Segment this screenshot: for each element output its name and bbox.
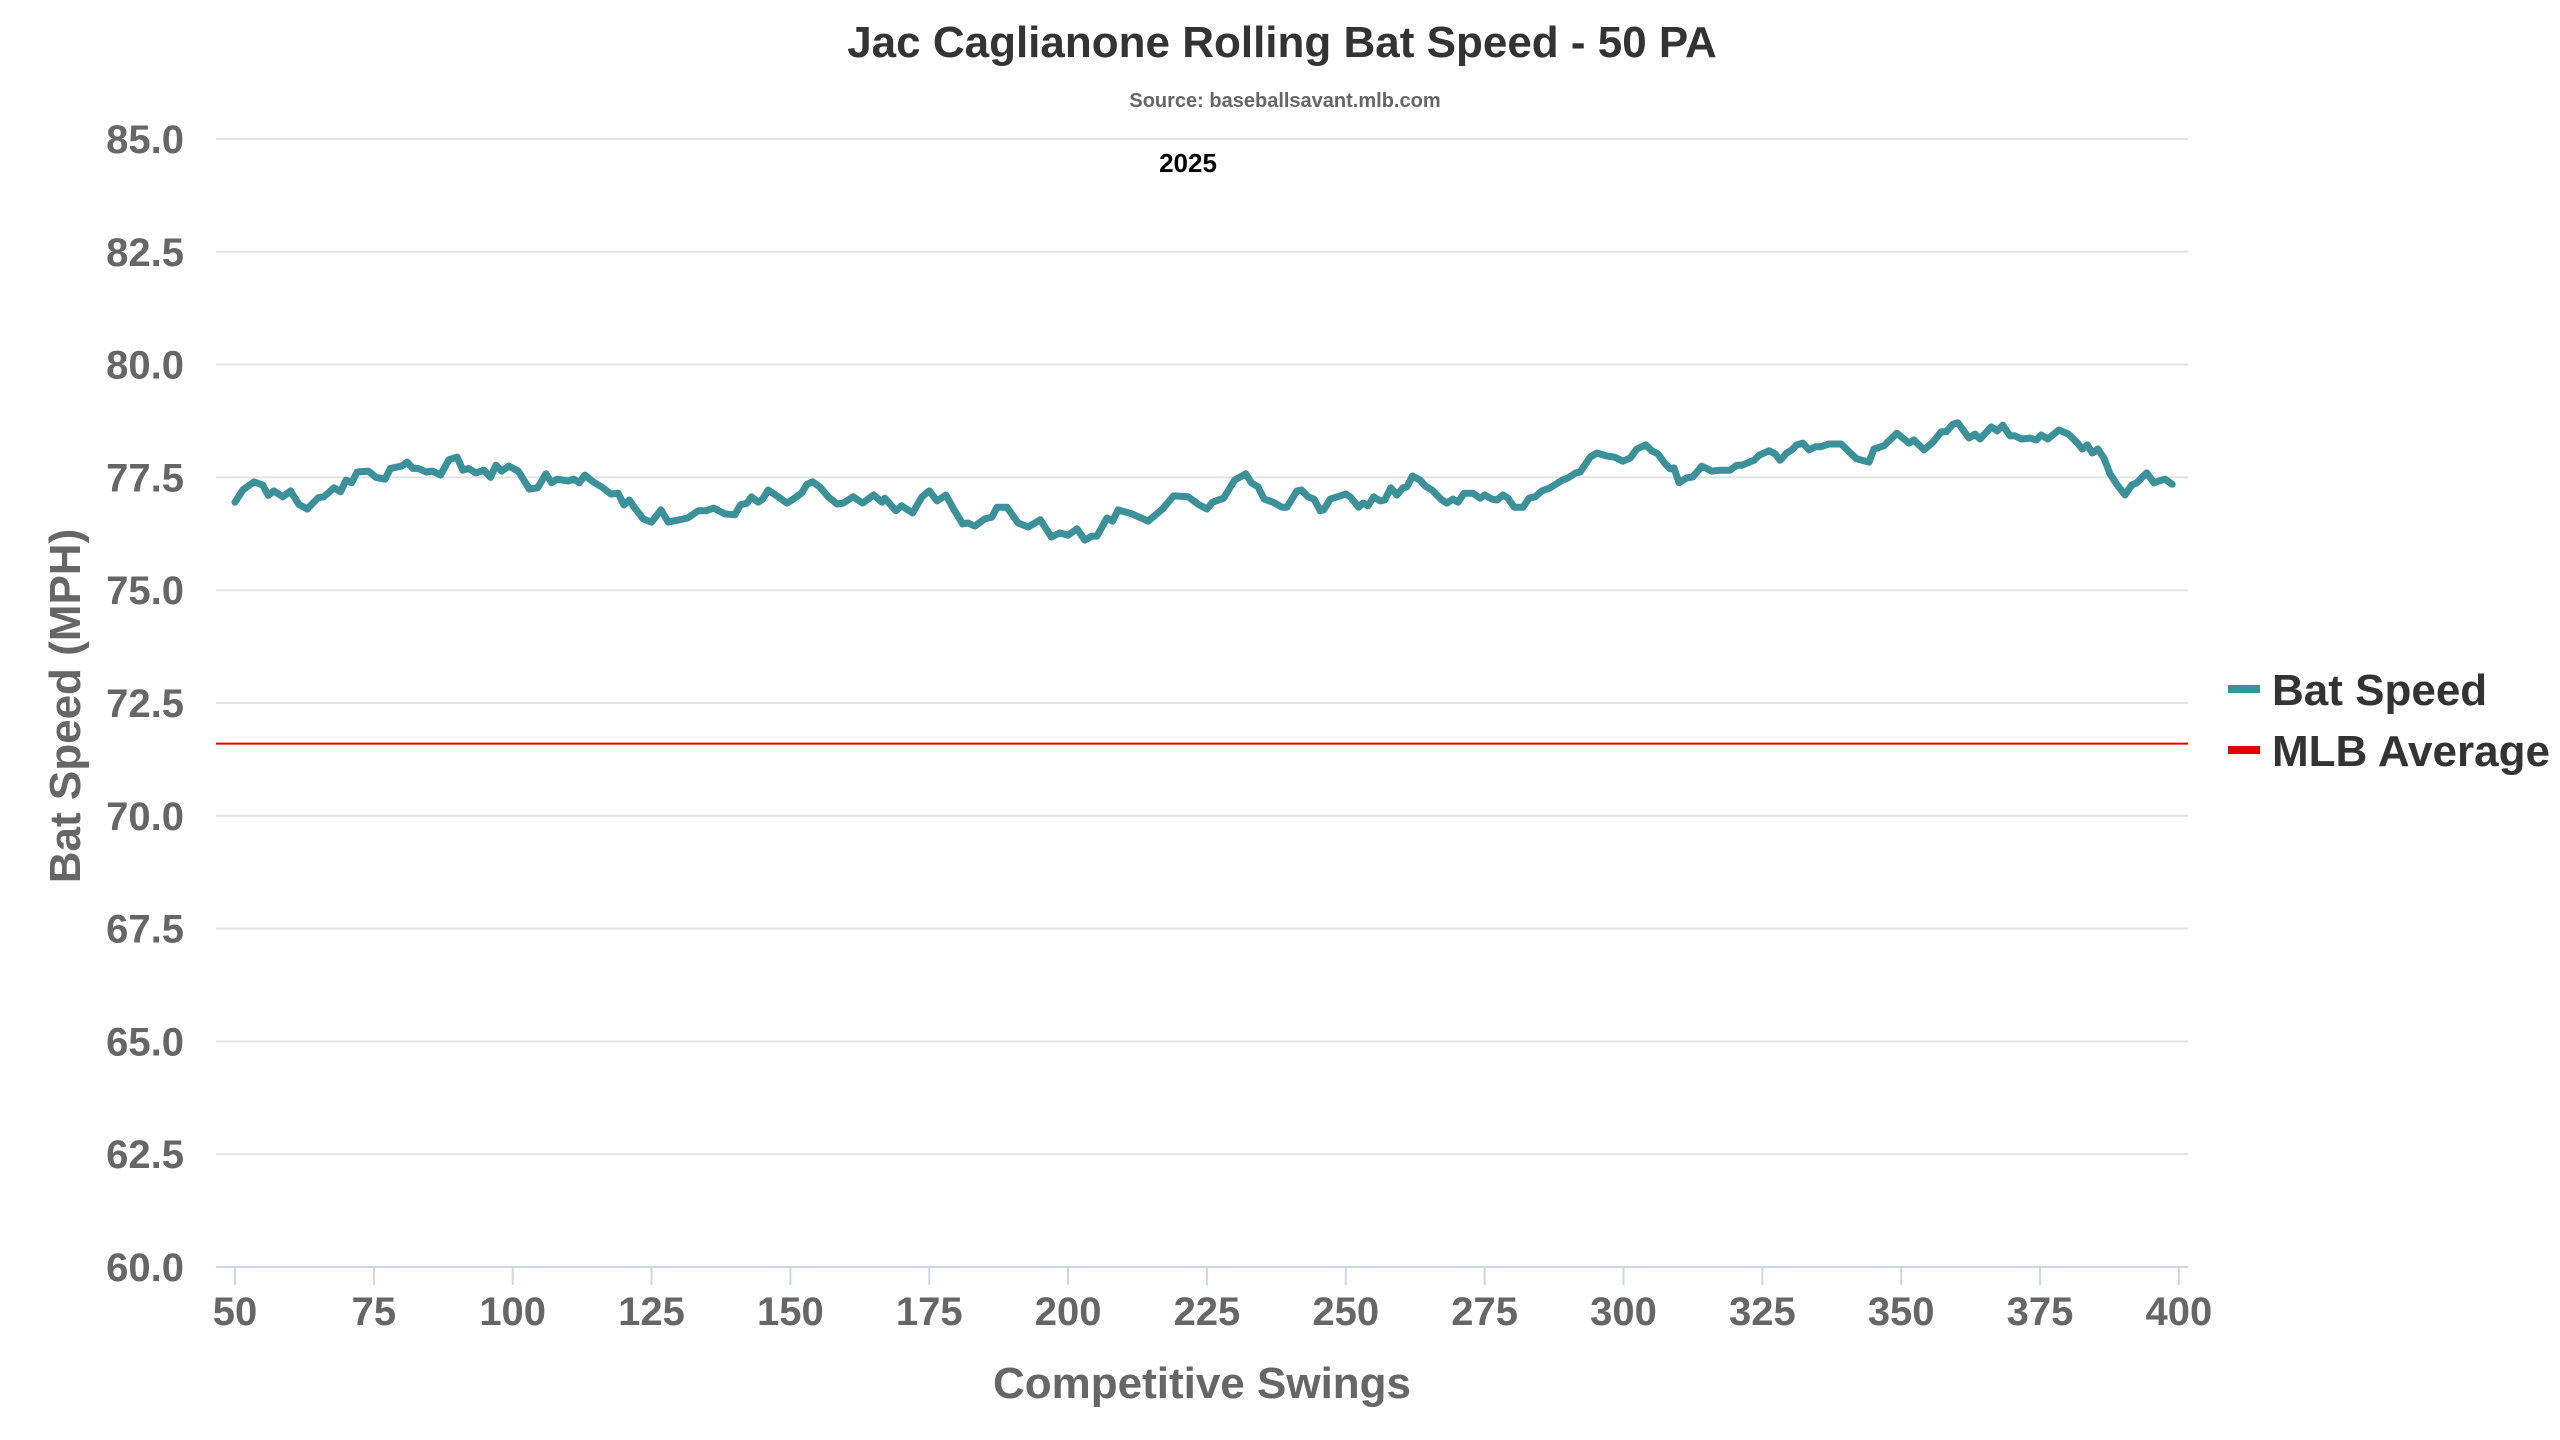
x-tick-label: 100 (479, 1290, 546, 1334)
legend-label-mlb-average: MLB Average (2272, 727, 2550, 776)
y-tick-label: 85.0 (106, 118, 184, 162)
x-tick-label: 375 (2007, 1290, 2074, 1334)
legend: Bat Speed MLB Average (2228, 666, 2550, 776)
year-annotation: 2025 (1159, 148, 1217, 178)
legend-label-bat-speed: Bat Speed (2272, 666, 2487, 715)
legend-item-mlb-average[interactable]: MLB Average (2228, 727, 2550, 776)
x-tick-label: 325 (1729, 1290, 1796, 1334)
x-tick-label: 275 (1451, 1290, 1518, 1334)
y-tick-label: 80.0 (106, 344, 184, 388)
gridlines (216, 138, 2188, 1156)
legend-swatch-bat-speed (2228, 685, 2260, 693)
y-tick-label: 82.5 (106, 231, 184, 275)
y-tick-label: 75.0 (106, 569, 184, 613)
x-tick-label: 350 (1868, 1290, 1935, 1334)
x-tick-label: 250 (1312, 1290, 1379, 1334)
chart-subtitle: Source: baseballsavant.mlb.com (1129, 90, 1440, 112)
y-tick-label: 72.5 (106, 682, 184, 726)
y-tick-label: 77.5 (106, 456, 184, 500)
y-tick-label: 60.0 (106, 1246, 184, 1290)
x-tick-label: 50 (213, 1290, 258, 1334)
x-tick-label: 175 (896, 1290, 963, 1334)
x-tick-label: 150 (757, 1290, 824, 1334)
x-tick-label: 400 (2146, 1290, 2213, 1334)
legend-swatch-mlb-average (2228, 746, 2260, 754)
x-tick-label: 75 (352, 1290, 397, 1334)
x-tick-label: 300 (1590, 1290, 1657, 1334)
bat-speed-line (231, 419, 2176, 544)
x-tick-label: 200 (1035, 1290, 1102, 1334)
y-tick-label: 65.0 (106, 1020, 184, 1064)
x-tick-label: 125 (618, 1290, 685, 1334)
legend-item-bat-speed[interactable]: Bat Speed (2228, 666, 2487, 715)
x-axis-ticks: 50 75 100 125 150 175 200 225 250 275 300 325 350 375… (213, 1267, 2213, 1334)
y-tick-label: 70.0 (106, 795, 184, 839)
x-axis-title: Competitive Swings (993, 1359, 1411, 1408)
chart-title: Jac Caglianone Rolling Bat Speed - 50 PA (847, 18, 1717, 67)
y-axis-title: Bat Speed (MPH) (41, 529, 90, 883)
y-axis-ticks: 60.0 62.5 65.0 67.5 70.0 72.5 75.0 77.5 80.0 82.5… (106, 118, 184, 1290)
y-tick-label: 67.5 (106, 908, 184, 952)
x-tick-label: 225 (1174, 1290, 1241, 1334)
y-tick-label: 62.5 (106, 1133, 184, 1177)
